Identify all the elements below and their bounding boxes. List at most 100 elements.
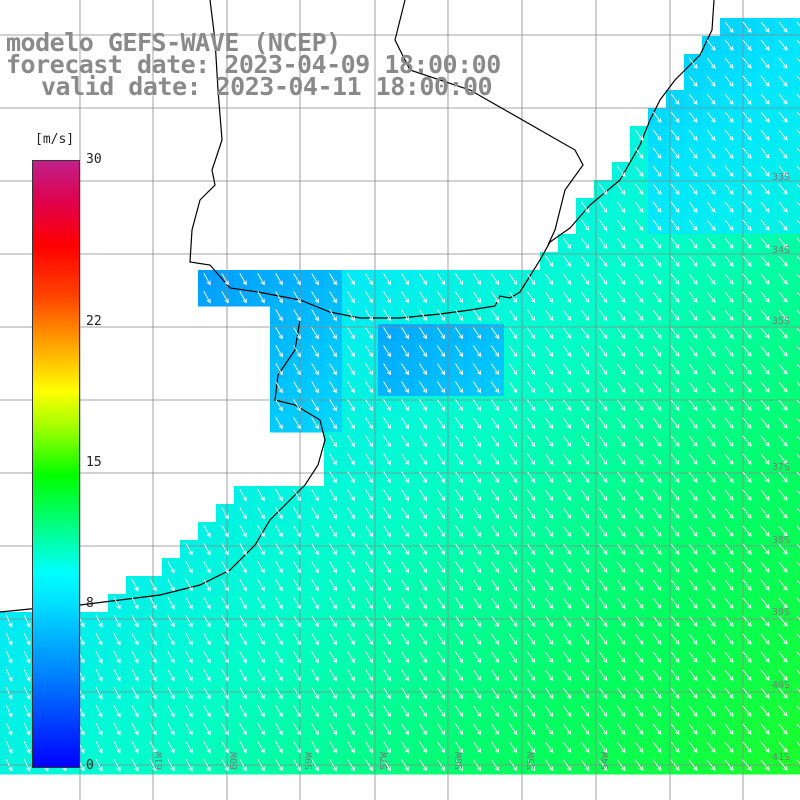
wind-arrow [688,309,698,321]
wind-arrow [598,327,608,339]
wind-arrow [437,615,446,628]
wind-arrow [419,327,428,340]
wind-arrow [167,669,175,682]
wind-arrow [670,435,680,447]
wind-arrow [293,579,301,592]
wind-arrow [742,345,752,357]
wind-arrow [526,705,536,718]
wind-arrow [257,651,265,664]
wind-arrow [598,525,608,537]
wind-arrow [706,561,716,573]
wind-arrow [311,417,319,430]
wind-arrow [706,525,716,537]
wind-arrow [401,741,410,754]
wind-arrow [185,651,193,664]
wind-arrow [724,327,734,339]
wind-arrow [544,669,554,682]
wind-arrow [526,435,536,448]
wind-arrow [526,759,536,772]
wind-arrow [742,741,752,753]
wind-arrow [526,651,536,664]
wind-arrow [598,453,608,465]
wind-arrow [562,759,572,772]
wind-arrow [167,723,175,736]
wind-arrow [293,327,301,340]
wind-arrow [508,327,518,340]
wind-arrow [688,669,698,681]
wind-arrow [347,291,355,304]
wind-arrow [688,723,698,735]
wind-arrow [688,489,698,501]
wind-arrow [760,201,770,213]
wind-speed-cell [792,612,800,631]
wind-arrow [760,129,770,141]
wind-speed-cell [792,396,800,415]
wind-arrow [383,453,391,466]
wind-arrow [401,759,410,772]
wind-arrow [437,417,446,430]
wind-arrow [311,651,319,664]
wind-arrow [23,758,31,772]
wind-arrow [239,525,247,538]
wind-arrow [455,543,464,556]
wind-arrow [347,399,355,412]
wind-arrow [760,669,770,681]
wind-arrow [221,615,229,628]
wind-arrow [329,705,337,718]
wind-arrow [275,687,283,700]
wind-arrow [724,165,734,177]
wind-arrow [688,57,698,69]
wind-arrow [580,399,590,412]
wind-arrow [419,723,428,736]
wind-arrow [329,471,337,484]
wind-arrow [508,597,518,610]
wind-arrow [490,309,500,322]
wind-arrow [562,525,572,538]
wind-arrow [149,723,157,736]
wind-arrow [688,579,698,591]
wind-arrow [742,183,752,195]
wind-arrow [95,723,103,736]
wind-arrow [706,129,716,141]
wind-arrow [221,579,229,592]
wind-arrow [401,435,410,448]
wind-arrow [688,615,698,627]
wind-arrow [311,489,319,502]
wind-arrow [365,651,373,664]
wind-arrow [239,579,247,592]
wind-arrow [329,741,337,754]
wind-arrow [652,345,662,357]
wind-arrow [490,579,500,592]
wind-arrow [724,669,734,681]
wind-arrow [616,633,626,645]
wind-arrow [472,723,482,736]
wind-arrow [526,669,536,682]
wind-speed-cell [792,90,800,109]
wind-arrow [113,615,121,628]
wind-arrow [706,201,716,213]
wind-speed-cell [792,468,800,487]
wind-arrow [634,399,644,411]
wind-arrow [401,723,410,736]
wind-arrow [778,723,788,735]
wind-arrow [652,165,662,177]
wind-arrow [724,147,734,159]
wind-arrow [383,687,391,700]
wind-arrow [796,57,800,63]
wind-arrow [706,435,716,447]
wind-arrow [167,633,175,646]
wind-arrow [437,489,446,502]
wind-arrow [598,561,608,573]
wind-arrow [760,183,770,195]
wind-arrow [724,705,734,717]
wind-arrow [688,327,698,339]
wind-arrow [239,723,247,736]
wind-arrow [472,399,482,412]
wind-arrow [329,273,337,286]
wind-arrow [275,507,283,520]
wind-arrow [634,723,644,735]
wind-arrow [419,345,428,358]
wind-arrow [455,435,464,448]
wind-arrow [562,597,572,610]
wind-arrow [688,417,698,429]
